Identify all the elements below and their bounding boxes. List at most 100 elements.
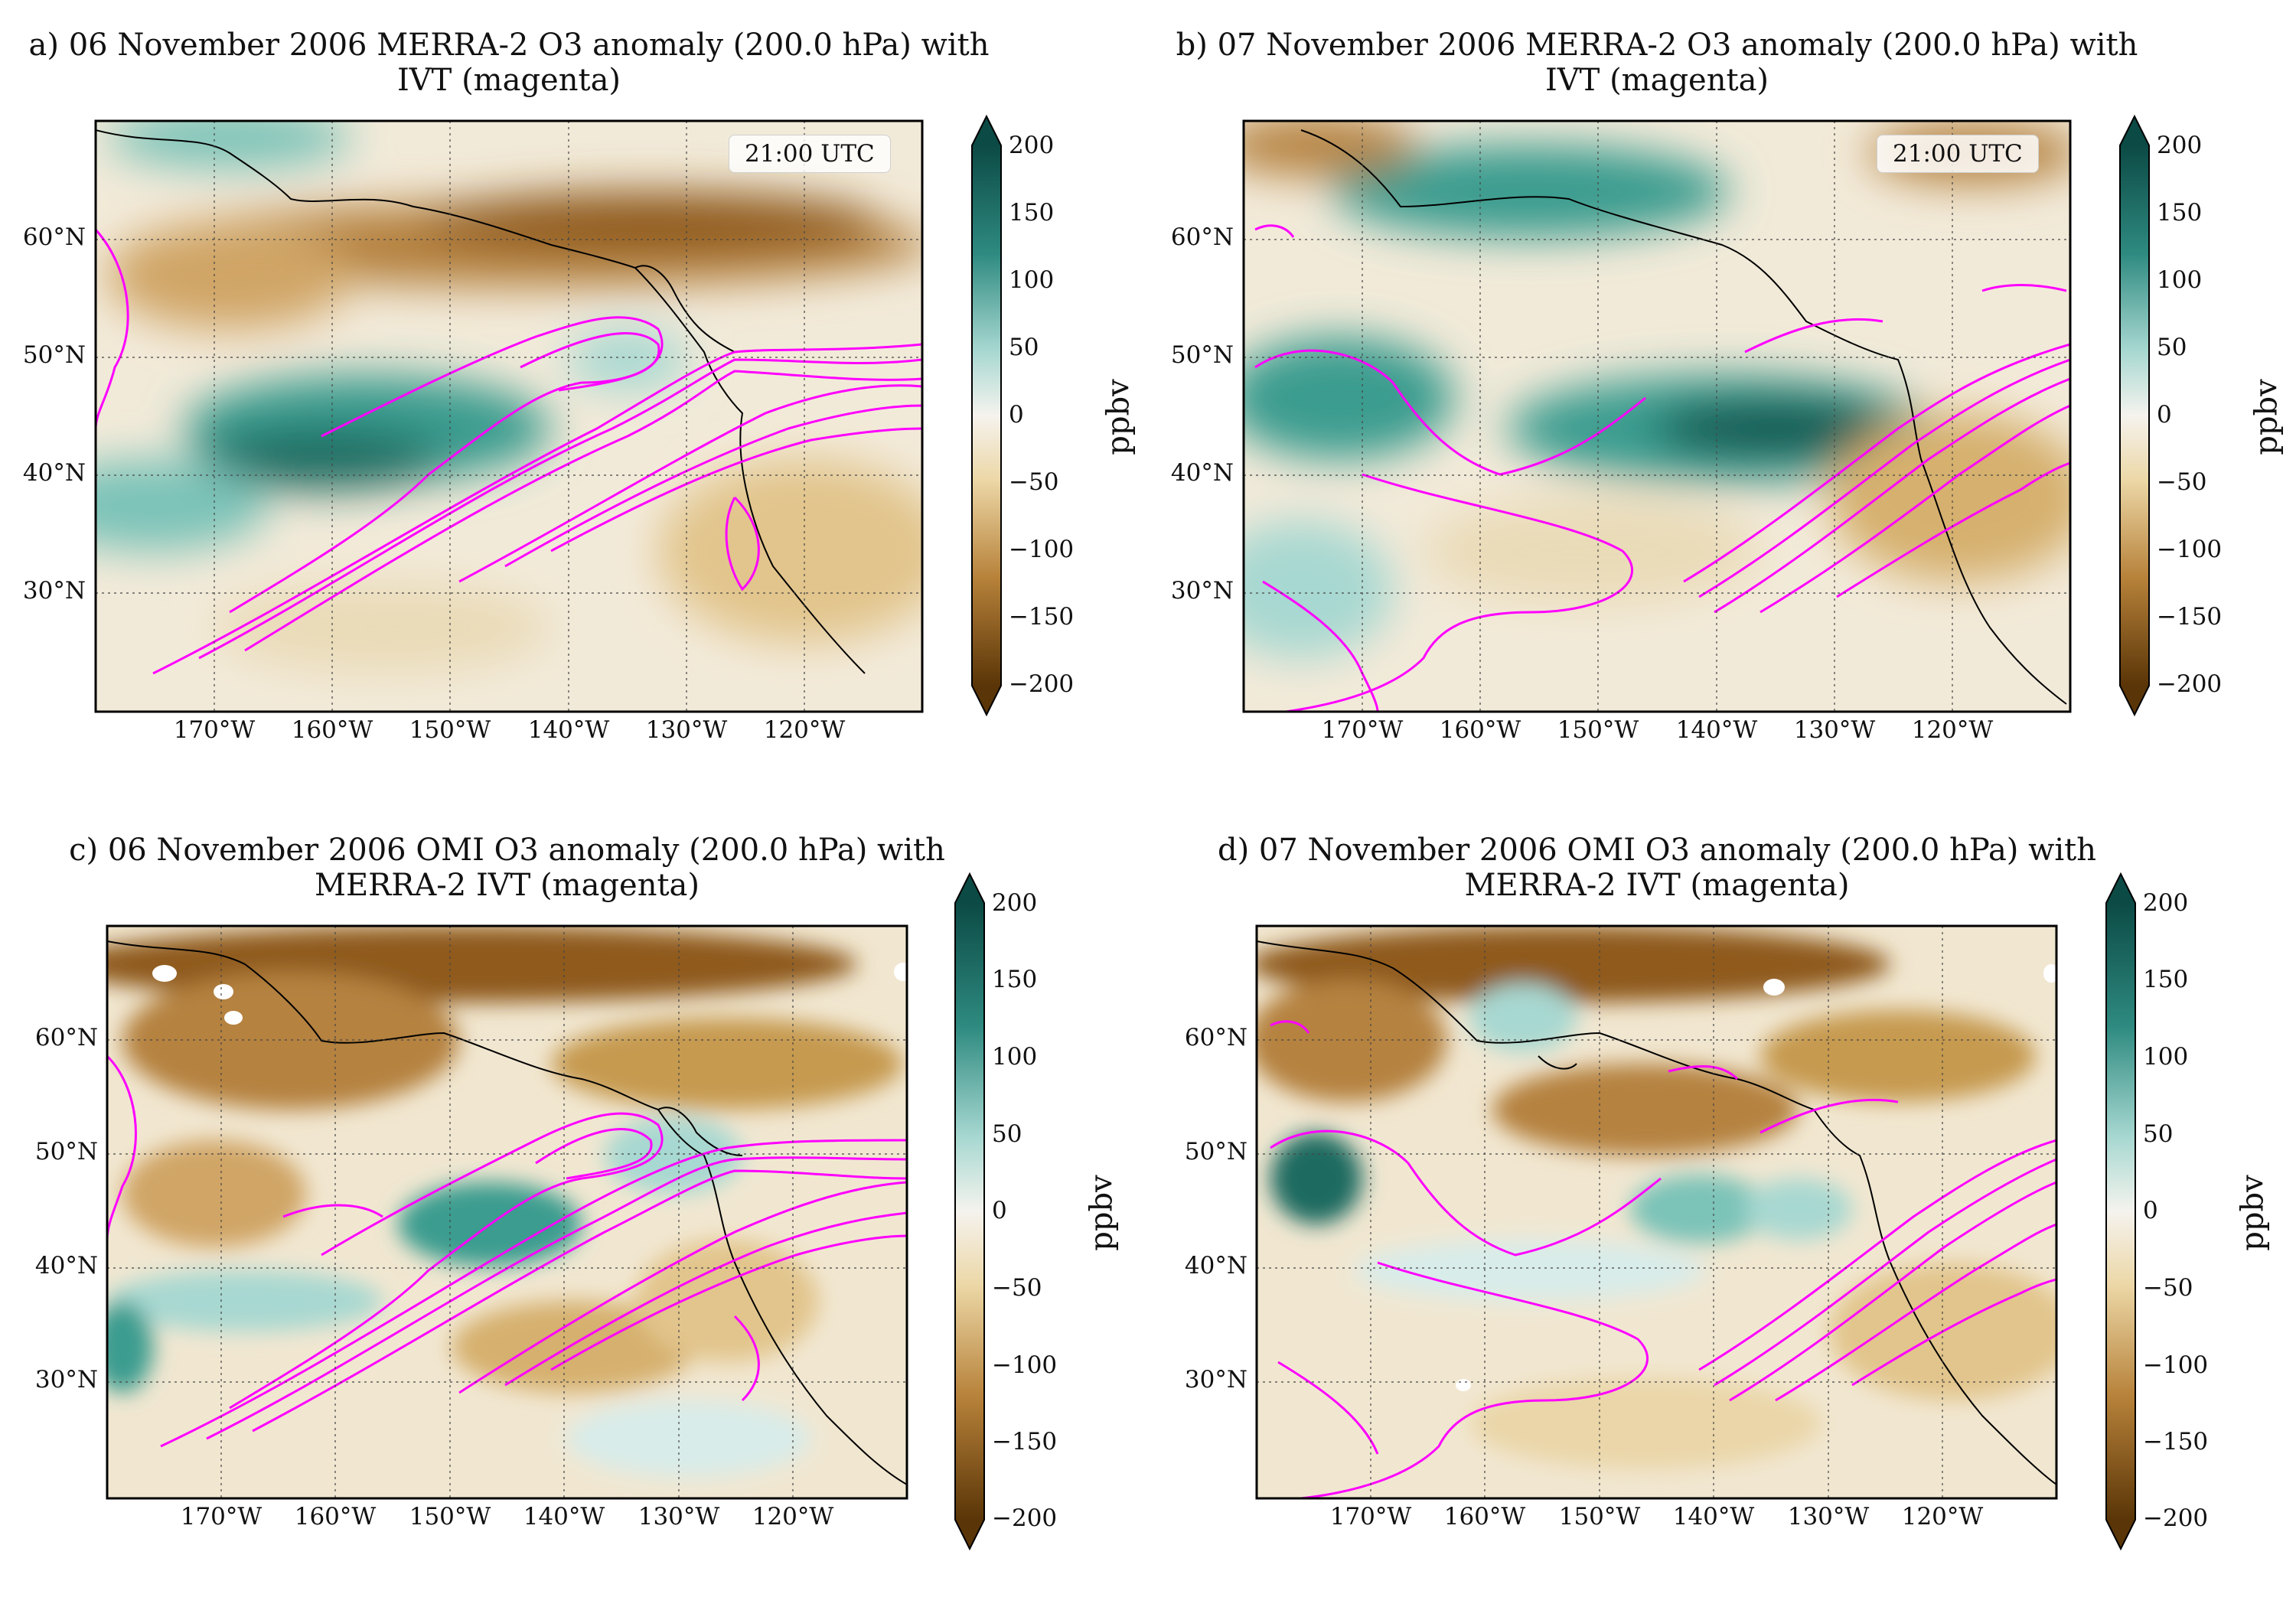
colorbar-c-tick: −150 xyxy=(992,1428,1058,1455)
panel-d-title: d) 07 November 2006 OMI O3 anomaly (200.… xyxy=(1148,833,2166,903)
panel-a-map xyxy=(96,121,922,712)
panel-b-map xyxy=(1244,121,2070,712)
panel-d-lat-label: 40°N xyxy=(1184,1252,1247,1279)
colorbar-d-tick: 200 xyxy=(2143,889,2189,917)
colorbar-d-unit: ppbv xyxy=(2235,1175,2271,1251)
panel-d-lat-label: 60°N xyxy=(1184,1024,1247,1051)
colorbar-b xyxy=(2119,114,2150,717)
panel-a-title-line1: a) 06 November 2006 MERRA-2 O3 anomaly (… xyxy=(28,28,990,63)
panel-c-lon-label: 170°W xyxy=(180,1503,263,1530)
colorbar-c-tick: 150 xyxy=(992,966,1038,993)
colorbar-c xyxy=(954,872,985,1551)
colorbar-a-tick: 50 xyxy=(1009,334,1039,361)
panel-a-lon-label: 130°W xyxy=(645,716,728,744)
colorbar-c-tick: 100 xyxy=(992,1043,1038,1071)
colorbar-d-tick: 0 xyxy=(2143,1197,2158,1224)
colorbar-b-tick: 0 xyxy=(2157,401,2172,429)
colorbar-c-unit: ppbv xyxy=(1084,1175,1120,1251)
panel-c-frame xyxy=(106,924,908,1500)
colorbar-b-tick: 200 xyxy=(2157,132,2203,159)
panel-c-lon-label: 150°W xyxy=(409,1503,491,1530)
panel-d-title-line2: MERRA-2 IVT (magenta) xyxy=(1464,868,1850,903)
panel-c-lat-label: 50°N xyxy=(34,1138,98,1165)
colorbar-a-tick: −200 xyxy=(1009,670,1075,698)
panel-c-lat-label: 60°N xyxy=(34,1024,98,1051)
panel-a-lon-label: 150°W xyxy=(409,716,491,744)
panel-d-lat-label: 30°N xyxy=(1184,1366,1247,1393)
panel-b-lat-label: 30°N xyxy=(1170,577,1234,605)
panel-a-lon-label: 140°W xyxy=(527,716,610,744)
colorbar-c-tick: 50 xyxy=(992,1120,1022,1148)
panel-c-map xyxy=(107,926,907,1498)
colorbar-b-tick: 50 xyxy=(2157,334,2187,361)
panel-b-title-line1: b) 07 November 2006 MERRA-2 O3 anomaly (… xyxy=(1176,28,2138,63)
panel-b-title-line2: IVT (magenta) xyxy=(1544,63,1769,98)
colorbar-d-tick: 100 xyxy=(2143,1043,2189,1071)
panel-c-lon-label: 140°W xyxy=(523,1503,605,1530)
panel-d-lon-label: 160°W xyxy=(1443,1503,1526,1530)
panel-d-map xyxy=(1257,926,2056,1498)
colorbar-a-tick: 100 xyxy=(1009,266,1055,294)
panel-a-title-line2: IVT (magenta) xyxy=(396,63,621,98)
panel-a-lat-label: 60°N xyxy=(22,223,86,251)
panel-b-lat-label: 50°N xyxy=(1170,341,1234,369)
colorbar-d xyxy=(2105,872,2136,1551)
panel-c-lon-label: 120°W xyxy=(752,1503,834,1530)
colorbar-c-tick: −50 xyxy=(992,1274,1042,1302)
panel-a-lon-label: 120°W xyxy=(763,716,846,744)
colorbar-c-tick: 200 xyxy=(992,889,1038,917)
colorbar-a-tick: −100 xyxy=(1009,536,1075,563)
panel-b-lon-label: 150°W xyxy=(1557,716,1639,744)
colorbar-d-tick: 150 xyxy=(2143,966,2189,993)
panel-b-lon-label: 130°W xyxy=(1793,716,1876,744)
panel-b-lon-label: 170°W xyxy=(1321,716,1404,744)
colorbar-b-tick: −200 xyxy=(2157,670,2223,698)
colorbar-a-tick: 150 xyxy=(1009,199,1055,227)
panel-a-frame xyxy=(94,119,924,713)
colorbar-a-tick: 200 xyxy=(1009,132,1055,159)
colorbar-a-unit: ppbv xyxy=(1101,379,1137,455)
colorbar-c-tick: −100 xyxy=(992,1351,1058,1379)
panel-c-title-line2: MERRA-2 IVT (magenta) xyxy=(315,868,700,903)
panel-a-lon-label: 170°W xyxy=(173,716,256,744)
panel-a-title: a) 06 November 2006 MERRA-2 O3 anomaly (… xyxy=(0,28,1018,98)
panel-b-frame xyxy=(1242,119,2072,713)
colorbar-d-tick: −150 xyxy=(2143,1428,2209,1455)
panel-c-lat-label: 30°N xyxy=(34,1366,98,1393)
panel-b-lat-label: 40°N xyxy=(1170,459,1234,487)
panel-d-lon-label: 140°W xyxy=(1672,1503,1755,1530)
colorbar-a-tick: −50 xyxy=(1009,468,1059,496)
panel-d-lon-label: 130°W xyxy=(1787,1503,1870,1530)
colorbar-d-tick: −50 xyxy=(2143,1274,2193,1302)
panel-a-lat-label: 50°N xyxy=(22,341,86,369)
panel-b-title: b) 07 November 2006 MERRA-2 O3 anomaly (… xyxy=(1148,28,2166,98)
panel-b-lon-label: 160°W xyxy=(1439,716,1521,744)
colorbar-b-tick: −50 xyxy=(2157,468,2207,496)
colorbar-a-tick: 0 xyxy=(1009,401,1024,429)
colorbar-c-tick: 0 xyxy=(992,1197,1007,1224)
colorbar-b-tick: 150 xyxy=(2157,199,2203,227)
panel-c-lon-label: 130°W xyxy=(638,1503,720,1530)
panel-a-lat-label: 40°N xyxy=(22,459,86,487)
panel-c-lon-label: 160°W xyxy=(294,1503,377,1530)
colorbar-d-tick: 50 xyxy=(2143,1120,2174,1148)
panel-a-lon-label: 160°W xyxy=(291,716,373,744)
panel-d-lon-label: 120°W xyxy=(1901,1503,1984,1530)
panel-a-lat-label: 30°N xyxy=(22,577,86,605)
panel-d-lon-label: 170°W xyxy=(1329,1503,1412,1530)
colorbar-b-tick: −100 xyxy=(2157,536,2223,563)
panel-b-lon-label: 120°W xyxy=(1911,716,1994,744)
colorbar-d-tick: −200 xyxy=(2143,1504,2209,1532)
panel-d-lat-label: 50°N xyxy=(1184,1138,1247,1165)
colorbar-b-tick: 100 xyxy=(2157,266,2203,294)
panel-b-time-label: 21:00 UTC xyxy=(1877,135,2039,173)
colorbar-a-tick: −150 xyxy=(1009,603,1075,631)
panel-c-title: c) 06 November 2006 OMI O3 anomaly (200.… xyxy=(0,833,1014,903)
colorbar-a xyxy=(971,114,1002,717)
colorbar-c-tick: −200 xyxy=(992,1504,1058,1532)
panel-b-lat-label: 60°N xyxy=(1170,223,1234,251)
panel-b-lon-label: 140°W xyxy=(1675,716,1758,744)
panel-c-lat-label: 40°N xyxy=(34,1252,98,1279)
colorbar-d-tick: −100 xyxy=(2143,1351,2209,1379)
